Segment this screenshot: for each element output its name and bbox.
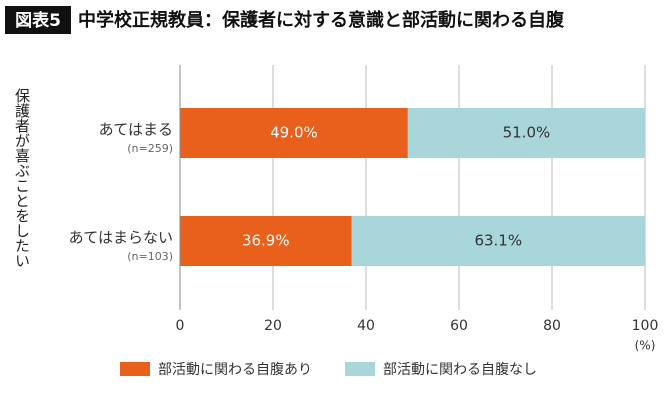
x-tick-label: 60 xyxy=(450,318,468,334)
legend-label: 部活動に関わる自腹あり xyxy=(158,361,312,378)
bar-segment xyxy=(180,108,408,158)
chart-title: 中学校正規教員：保護者に対する意識と部活動に関わる自腹 xyxy=(78,9,565,31)
legend-label: 部活動に関わる自腹なし xyxy=(383,361,537,378)
bar-segment xyxy=(180,216,352,266)
value-label: 51.0% xyxy=(503,124,551,142)
category-label: あてはまる xyxy=(99,121,173,139)
bar-segment xyxy=(351,216,645,266)
category-note: (n=259) xyxy=(127,142,173,155)
bar-segment xyxy=(407,108,645,158)
badge-box xyxy=(5,6,71,34)
category-note: (n=103) xyxy=(127,250,173,263)
value-label: 49.0% xyxy=(270,124,318,142)
x-tick-label: 100 xyxy=(632,318,659,334)
badge: 図表5 xyxy=(15,10,61,31)
y-axis-label: 保護者が喜ぶことをしたい xyxy=(13,88,31,268)
legend-swatch xyxy=(120,362,150,376)
x-unit: (%) xyxy=(635,339,656,353)
category-label: あてはまらない xyxy=(69,229,173,247)
x-tick-label: 40 xyxy=(357,318,375,334)
x-tick-label: 0 xyxy=(176,318,185,334)
legend-swatch xyxy=(345,362,375,376)
value-label: 36.9% xyxy=(242,232,290,250)
value-label: 63.1% xyxy=(474,232,522,250)
x-tick-label: 80 xyxy=(543,318,561,334)
x-tick-label: 20 xyxy=(264,318,282,334)
